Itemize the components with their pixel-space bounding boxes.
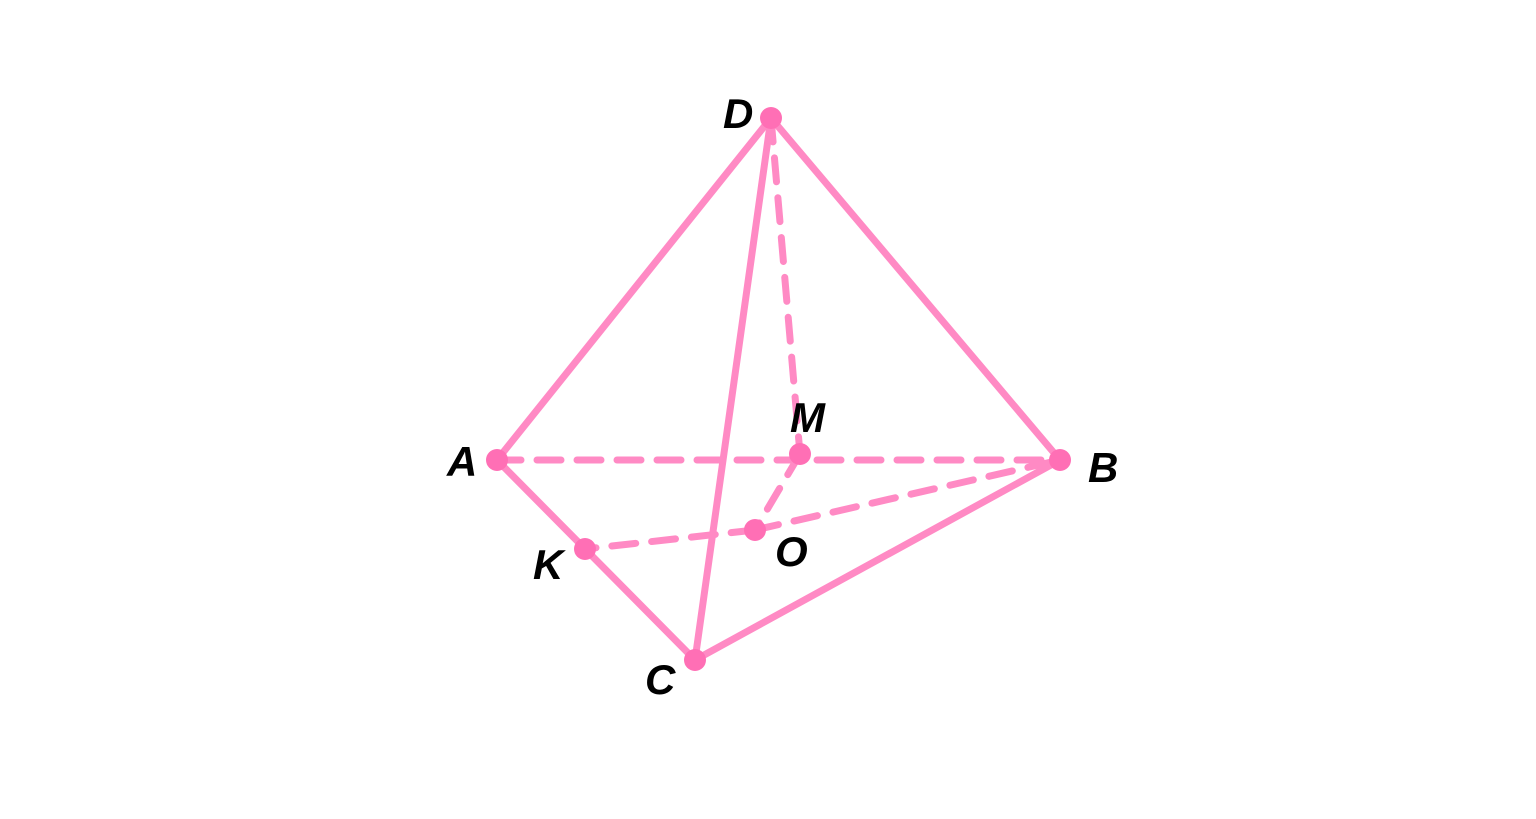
tetrahedron-diagram: D A B C M O K xyxy=(0,0,1536,819)
point-O xyxy=(744,519,766,541)
point-A xyxy=(486,449,508,471)
edge-O-B xyxy=(755,460,1060,530)
label-D: D xyxy=(723,90,753,137)
point-K xyxy=(574,538,596,560)
edge-C-B xyxy=(695,460,1060,660)
label-A: A xyxy=(446,438,477,485)
edge-O-K xyxy=(585,530,755,549)
label-B: B xyxy=(1088,444,1118,491)
point-B xyxy=(1049,449,1071,471)
label-K: K xyxy=(533,541,566,588)
edge-A-C xyxy=(497,460,695,660)
point-C xyxy=(684,649,706,671)
label-C: C xyxy=(645,656,676,703)
point-M xyxy=(789,443,811,465)
label-M: M xyxy=(790,394,826,441)
label-O: O xyxy=(775,528,808,575)
point-D xyxy=(760,107,782,129)
